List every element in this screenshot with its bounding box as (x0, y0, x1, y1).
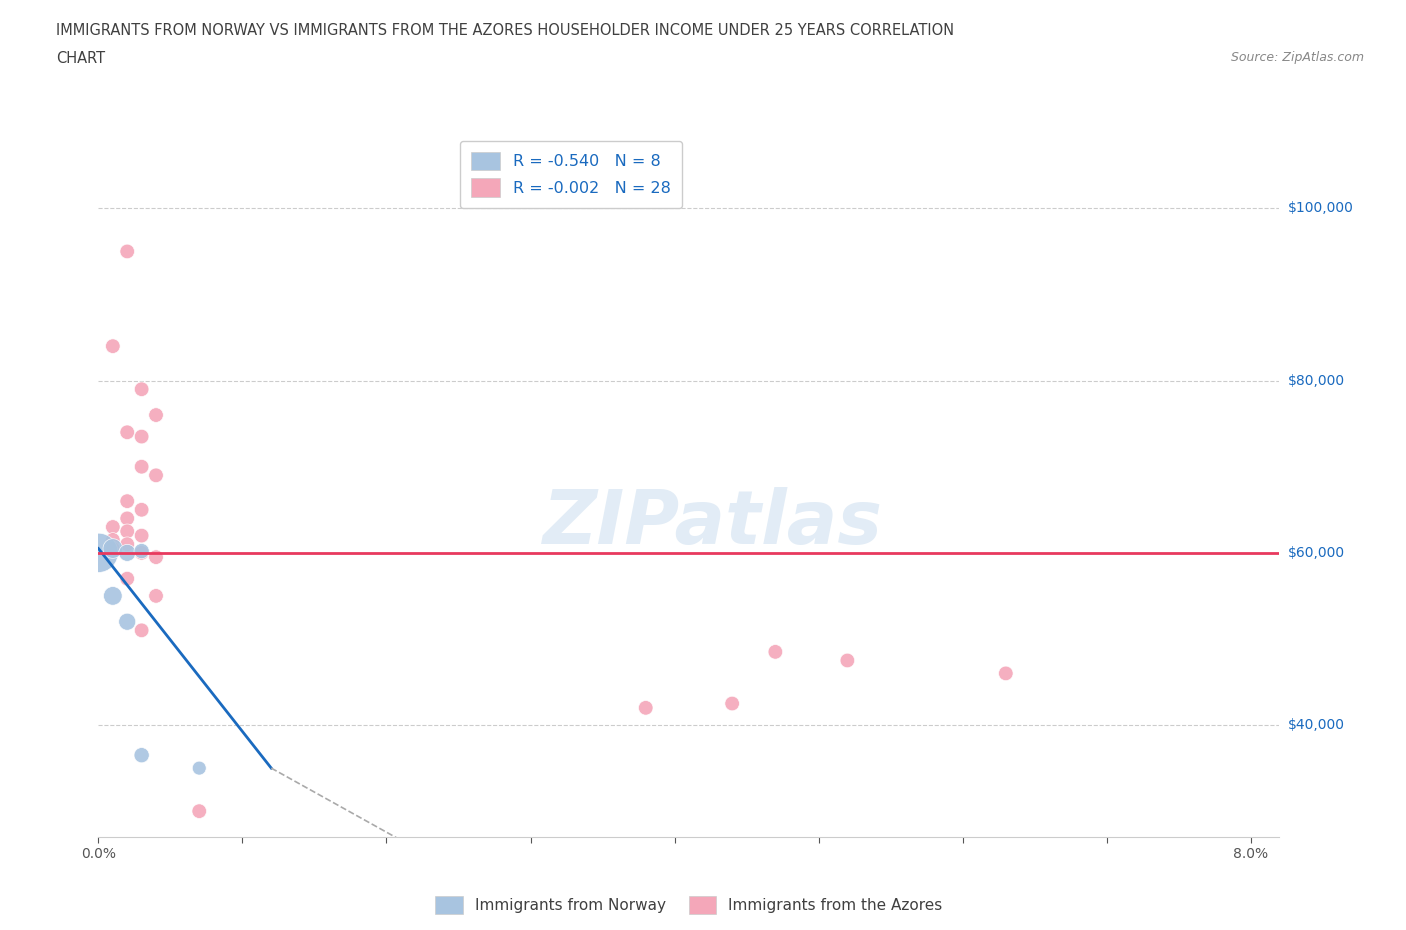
Point (188, 761, 211, 776)
Point (115, 537, 138, 551)
Point (994, 666, 1017, 681)
Point (101, 339, 124, 353)
Point (115, 571, 138, 586)
Point (721, 696, 744, 711)
Point (115, 615, 138, 630)
Point (131, 429, 153, 444)
Point (837, 653, 859, 668)
Point (101, 541, 124, 556)
Point (145, 550, 167, 565)
Point (131, 545, 153, 560)
Point (87, 545, 110, 560)
Text: $80,000: $80,000 (1288, 374, 1346, 388)
Legend: Immigrants from Norway, Immigrants from the Azores: Immigrants from Norway, Immigrants from … (429, 890, 949, 920)
Text: ZIPatlas: ZIPatlas (543, 486, 883, 560)
Point (101, 520, 124, 535)
Text: IMMIGRANTS FROM NORWAY VS IMMIGRANTS FROM THE AZORES HOUSEHOLDER INCOME UNDER 25: IMMIGRANTS FROM NORWAY VS IMMIGRANTS FRO… (56, 23, 955, 38)
Point (131, 748, 153, 763)
Point (131, 528, 153, 543)
Point (115, 425, 138, 440)
Point (145, 589, 167, 604)
Point (145, 407, 167, 422)
Point (115, 524, 138, 538)
Point (131, 544, 153, 559)
Point (131, 502, 153, 517)
Point (145, 468, 167, 483)
Text: $40,000: $40,000 (1288, 718, 1344, 732)
Text: $100,000: $100,000 (1288, 202, 1354, 216)
Point (115, 244, 138, 259)
Point (115, 545, 138, 560)
Point (634, 700, 657, 715)
Text: Source: ZipAtlas.com: Source: ZipAtlas.com (1230, 51, 1364, 64)
Text: CHART: CHART (56, 51, 105, 66)
Point (131, 382, 153, 397)
Point (131, 459, 153, 474)
Point (101, 541, 124, 556)
Point (763, 644, 786, 659)
Point (115, 511, 138, 525)
Point (188, 804, 211, 818)
Point (101, 589, 124, 604)
Text: $60,000: $60,000 (1288, 546, 1346, 560)
Point (115, 494, 138, 509)
Point (131, 623, 153, 638)
Point (101, 533, 124, 548)
